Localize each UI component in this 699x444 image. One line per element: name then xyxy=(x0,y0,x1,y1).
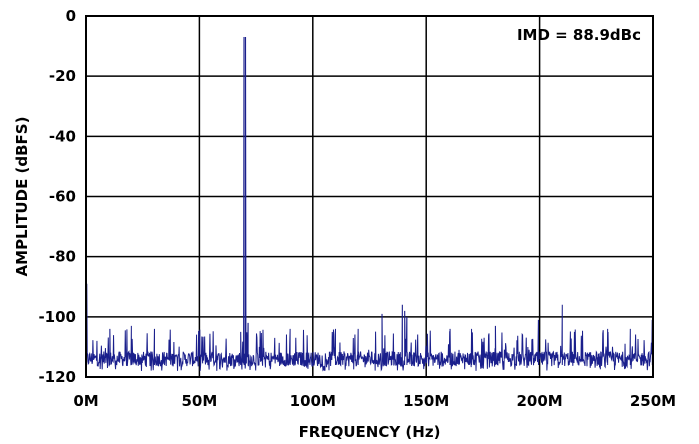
x-tick-label: 200M xyxy=(516,392,562,410)
imd-annotation: IMD = 88.9dBc xyxy=(517,26,641,44)
y-tick-label: -120 xyxy=(38,368,76,386)
x-tick-labels: 0M 50M 100M 150M 200M 250M xyxy=(73,392,676,410)
y-tick-labels: 0 -20 -40 -60 -80 -100 -120 xyxy=(38,7,76,386)
x-tick-label: 250M xyxy=(630,392,676,410)
x-tick-label: 150M xyxy=(403,392,449,410)
x-tick-label: 50M xyxy=(181,392,217,410)
x-axis-title: FREQUENCY (Hz) xyxy=(299,423,441,441)
y-tick-label: -40 xyxy=(49,127,76,145)
y-tick-label: -20 xyxy=(49,67,76,85)
y-tick-label: -60 xyxy=(49,188,76,206)
plot-frame xyxy=(85,15,654,378)
grid xyxy=(86,16,653,377)
x-tick-label: 0M xyxy=(73,392,98,410)
spectrum-trace xyxy=(85,37,654,372)
y-tick-label: 0 xyxy=(66,7,76,25)
y-tick-label: -80 xyxy=(49,248,76,266)
y-tick-label: -100 xyxy=(38,308,76,326)
x-tick-label: 100M xyxy=(290,392,336,410)
spectrum-series xyxy=(85,37,654,372)
y-axis-title: AMPLITUDE (dBFS) xyxy=(13,117,31,277)
